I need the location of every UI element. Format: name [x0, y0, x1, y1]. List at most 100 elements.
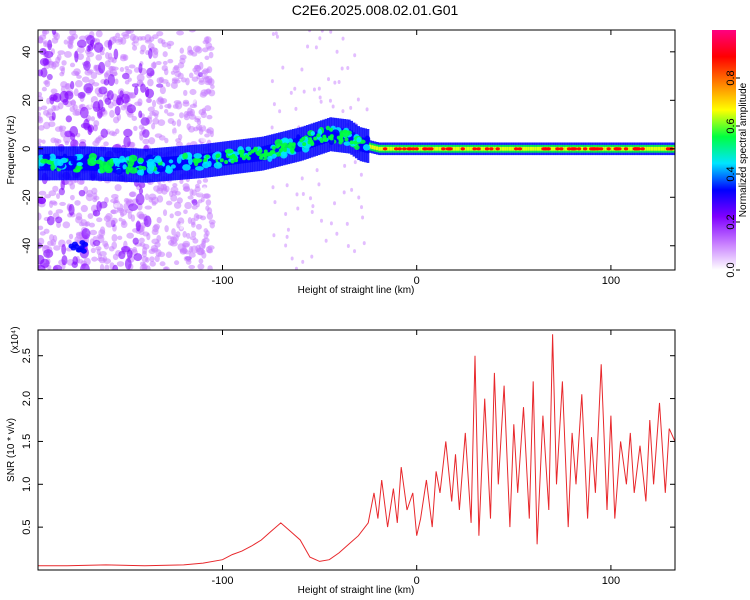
heatmap-cell — [606, 147, 611, 151]
heatmap-cell — [202, 178, 209, 183]
heatmap-cell — [371, 145, 374, 150]
heatmap-cell — [179, 222, 184, 230]
heatmap-cell — [172, 32, 178, 38]
heatmap-cell — [210, 84, 215, 90]
heatmap-cell — [41, 244, 50, 249]
heatmap-cell — [238, 149, 242, 164]
heatmap-cell — [177, 133, 183, 141]
heatmap-cell — [135, 220, 141, 232]
heatmap-cell — [38, 106, 43, 111]
heatmap-cell — [64, 90, 74, 100]
snr-y-ticks: 0.5 1.0 1.5 2.0 2.5 — [21, 348, 675, 535]
heatmap-cell — [92, 209, 101, 217]
heatmap-cell — [174, 79, 181, 84]
heatmap-cell — [109, 109, 115, 118]
heatmap-cell — [128, 64, 136, 69]
heatmap-cell — [76, 161, 84, 167]
heatmap-cell — [38, 95, 44, 102]
heatmap-cell — [492, 146, 496, 151]
heatmap-cell — [203, 89, 212, 95]
heatmap-cell — [87, 159, 97, 167]
x-tick-label: 0 — [414, 575, 420, 587]
heatmap-cell — [53, 32, 60, 41]
heatmap-cell — [202, 186, 207, 193]
heatmap-cell — [375, 146, 379, 151]
heatmap-cell — [103, 243, 110, 250]
heatmap-cell — [201, 107, 206, 114]
heatmap-cell — [564, 146, 568, 151]
heatmap-cell — [170, 186, 179, 194]
heatmap-cell — [114, 128, 120, 135]
heatmap-cell — [150, 62, 157, 69]
heatmap-cell — [283, 148, 288, 153]
heatmap-cell — [648, 146, 652, 151]
heatmap-cell — [314, 45, 318, 50]
heatmap-cell — [248, 154, 254, 163]
heatmap-cell — [69, 194, 75, 201]
heatmap-cell — [247, 151, 252, 156]
heatmap-cell — [294, 138, 298, 153]
heatmap-cell — [140, 117, 150, 126]
heatmap-cell — [489, 147, 494, 151]
heatmap-cell — [107, 39, 113, 51]
heatmap-cell — [109, 158, 114, 165]
heatmap-cell — [164, 104, 172, 109]
heatmap-cell — [53, 158, 62, 166]
heatmap-cell — [205, 154, 210, 159]
heatmap-cell — [387, 146, 391, 151]
heatmap-cell — [170, 164, 176, 169]
heatmap-cell — [452, 146, 456, 151]
heatmap-cell — [310, 142, 315, 147]
heatmap-cell — [123, 128, 133, 138]
heatmap-cell — [646, 146, 649, 151]
heatmap-cell — [301, 191, 305, 196]
heatmap-cell — [60, 85, 66, 93]
heatmap-cell — [598, 147, 604, 151]
heatmap-cell — [70, 80, 75, 90]
heatmap-cell — [290, 256, 294, 261]
heatmap-cell — [368, 144, 372, 149]
heatmap-cell — [615, 147, 620, 151]
heatmap-cell — [113, 202, 120, 208]
heatmap-cell — [180, 36, 186, 43]
heatmap-cell — [629, 146, 633, 151]
heatmap-cell — [137, 98, 143, 107]
heatmap-cell — [59, 65, 66, 72]
heatmap-cell — [170, 194, 178, 202]
heatmap-cell — [80, 219, 88, 227]
snr-panel: -100 0 100 0.5 1.0 1.5 2.0 2.5 Height of strai… — [6, 326, 676, 596]
heatmap-cell — [168, 156, 172, 172]
heatmap-cell — [356, 137, 362, 143]
heatmap-cell — [141, 250, 147, 258]
heatmap-cell — [179, 248, 185, 253]
heatmap-cell — [142, 243, 150, 250]
heatmap-cell — [100, 128, 108, 139]
heatmap-cell — [99, 226, 106, 235]
heatmap-cell — [51, 111, 56, 121]
heatmap-cell — [43, 50, 54, 58]
heatmap-cell — [55, 216, 63, 224]
heatmap-cell — [553, 146, 556, 151]
heatmap-cell — [466, 146, 470, 151]
heatmap-cell — [620, 146, 624, 151]
heatmap-cell — [353, 249, 357, 254]
heatmap-cell — [165, 82, 171, 88]
heatmap-cell — [188, 30, 196, 33]
heatmap-cell — [136, 73, 145, 82]
heatmap-cell — [151, 228, 159, 236]
heatmap-cell — [91, 256, 98, 262]
heatmap-cell — [133, 67, 140, 73]
heatmap-cell — [193, 153, 202, 159]
heatmap-cell — [75, 212, 83, 221]
heatmap-cell — [129, 167, 138, 174]
heatmap-cell — [196, 119, 202, 126]
heatmap-cell — [319, 137, 325, 143]
heatmap-cell — [50, 238, 57, 247]
colorbar-tick-label: 0.4 — [725, 166, 737, 181]
heatmap-cell — [205, 205, 210, 211]
heatmap-cell — [183, 255, 190, 262]
heatmap-cell — [187, 107, 193, 115]
heatmap-cell — [97, 99, 104, 111]
heatmap-cell — [164, 225, 169, 233]
heatmap-cell — [144, 205, 152, 210]
